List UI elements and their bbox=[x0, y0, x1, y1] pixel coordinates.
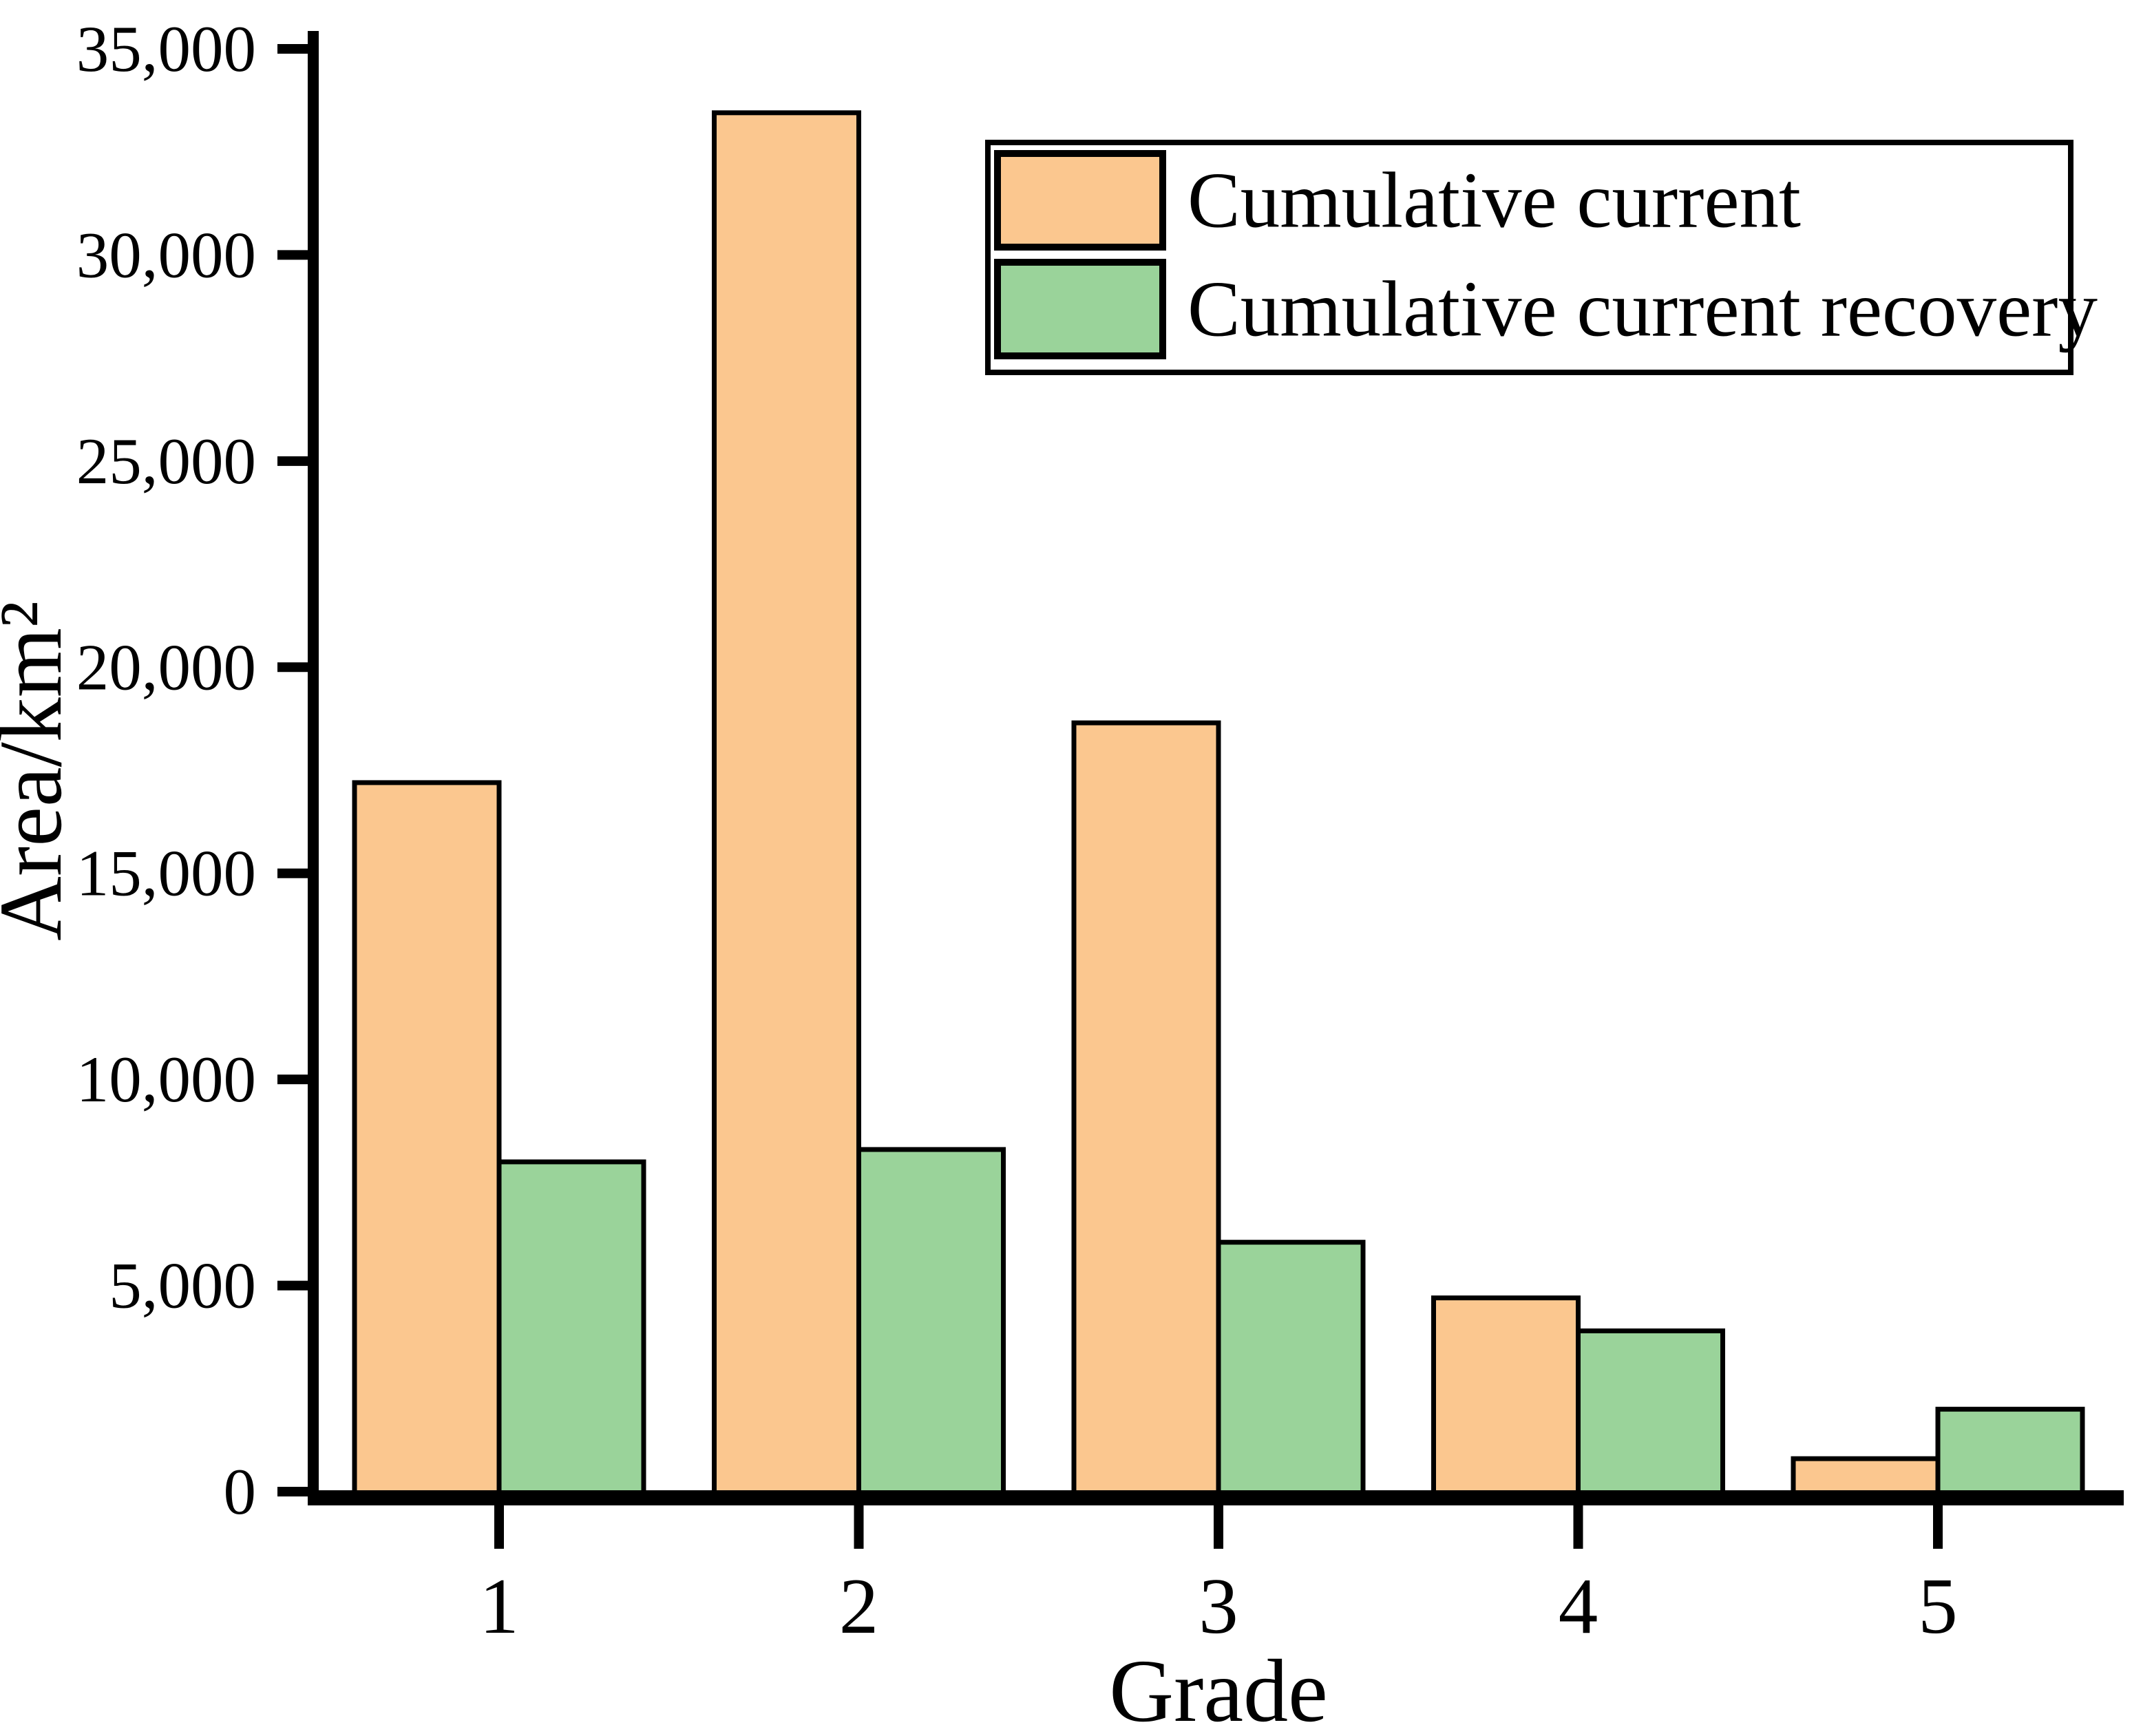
x-tick-label: 2 bbox=[839, 1563, 879, 1650]
x-axis-ticks-group: 1 2 3 4 5 bbox=[479, 1505, 1958, 1650]
x-tick-label: 5 bbox=[1918, 1563, 1958, 1650]
x-tick-label: 4 bbox=[1559, 1563, 1598, 1650]
legend-label-cumulative-current: Cumulative current bbox=[1188, 157, 1801, 244]
y-tick-label: 35,000 bbox=[76, 12, 256, 85]
bar-grade-4-current bbox=[1431, 1295, 1581, 1497]
y-tick-label: 0 bbox=[224, 1455, 257, 1528]
bar-grade-1-current bbox=[352, 780, 502, 1497]
bars-group bbox=[352, 110, 2085, 1497]
legend: Cumulative current Cumulative current re… bbox=[985, 140, 2098, 375]
bar-grade-5-current bbox=[1791, 1456, 1941, 1497]
bar-grade-2-recovery bbox=[856, 1147, 1006, 1497]
bar-grade-2-current bbox=[712, 110, 861, 1497]
x-tick-label: 3 bbox=[1199, 1563, 1238, 1650]
y-tick-label: 15,000 bbox=[76, 837, 256, 910]
y-tick-label: 30,000 bbox=[76, 218, 256, 291]
y-tick-label: 25,000 bbox=[76, 425, 256, 498]
bar-grade-4-recovery bbox=[1576, 1328, 1725, 1497]
y-tick-label: 5,000 bbox=[109, 1249, 256, 1322]
x-axis-title: Grade bbox=[1109, 1642, 1328, 1736]
y-axis-title: Area/km² bbox=[0, 601, 81, 941]
bar-grade-5-recovery bbox=[1935, 1406, 2085, 1497]
y-axis-ticks-group: 0 5,000 10,000 15,000 20,000 25,000 30,000 35,0… bbox=[76, 12, 313, 1528]
legend-frame bbox=[985, 140, 2073, 375]
legend-swatch-cumulative-current bbox=[994, 150, 1166, 251]
bar-grade-3-recovery bbox=[1216, 1240, 1366, 1497]
x-tick-label: 1 bbox=[479, 1563, 519, 1650]
y-tick-label: 20,000 bbox=[76, 631, 256, 703]
y-tick-label: 10,000 bbox=[76, 1043, 256, 1116]
bar-grade-1-recovery bbox=[496, 1159, 646, 1497]
legend-swatch-cumulative-current-recovery bbox=[994, 259, 1166, 359]
bar-grade-3-current bbox=[1071, 720, 1221, 1497]
legend-label-cumulative-current-recovery: Cumulative current recovery bbox=[1188, 266, 2098, 353]
